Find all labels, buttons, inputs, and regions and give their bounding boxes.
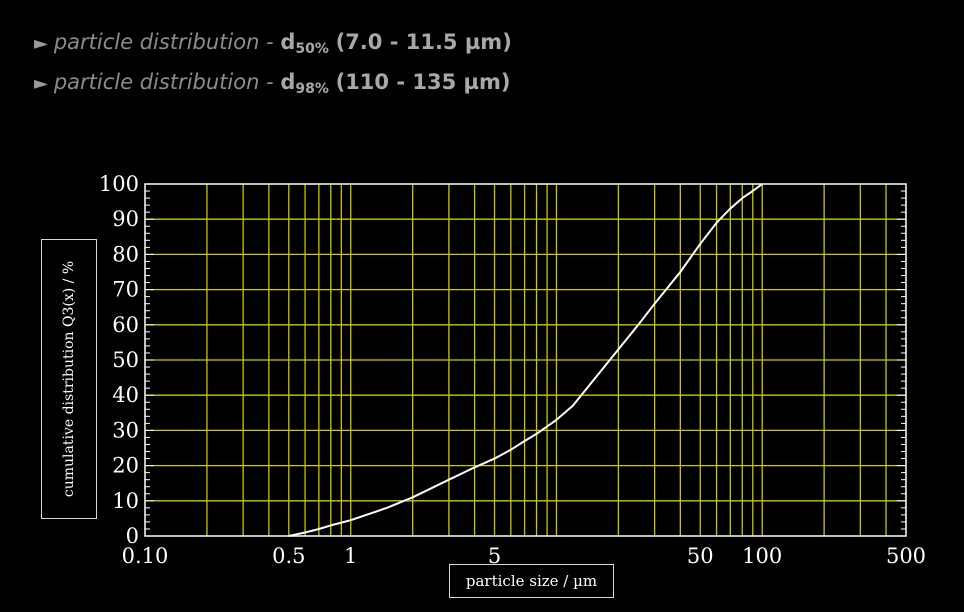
cumulative-distribution-line [288,183,763,537]
x-tick-label: 100 [742,544,782,568]
y-tick-label: 80 [112,242,139,266]
line-separator: - [259,70,281,94]
d-subscript: 50% [295,41,329,57]
x-tick-label: 0.5 [272,544,305,568]
x-axis-label-box: particle size / µm [449,564,614,598]
y-tick-label: 30 [112,418,139,442]
d-subscript: 98% [295,81,329,97]
y-tick-label: 50 [112,348,139,372]
d98-distribution-line: ► particle distribution - d98% (110 - 135… [34,70,510,97]
d98-range: (110 - 135 µm) [335,70,511,94]
y-tick-label: 100 [99,172,139,196]
x-tick-label: 0.10 [122,544,169,568]
y-tick-label: 60 [112,313,139,337]
y-tick-label: 90 [112,207,139,231]
d50-distribution-line: ► particle distribution - d50% (7.0 - 11.… [34,30,512,57]
d-symbol: d [280,30,296,54]
y-tick-label: 40 [112,383,139,407]
x-tick-label: 5 [488,544,501,568]
line-label: particle distribution [53,70,260,94]
y-axis-label-box: cumulative distribution Q3(x) / % [41,239,97,519]
line-separator: - [259,30,281,54]
x-tick-label: 500 [886,544,926,568]
y-tick-label: 20 [112,454,139,478]
y-tick-label: 10 [112,489,139,513]
x-tick-label: 1 [344,544,357,568]
d-symbol: d [280,70,296,94]
line-label: particle distribution [53,30,260,54]
d50-range: (7.0 - 11.5 µm) [335,30,512,54]
y-axis-label: cumulative distribution Q3(x) / % [61,260,77,498]
x-tick-label: 50 [687,544,714,568]
triangle-right-icon: ► [34,33,48,54]
triangle-right-icon: ► [34,73,48,94]
y-tick-label: 70 [112,278,139,302]
x-axis-label: particle size / µm [465,572,598,590]
y-tick-label: 0 [126,524,139,548]
